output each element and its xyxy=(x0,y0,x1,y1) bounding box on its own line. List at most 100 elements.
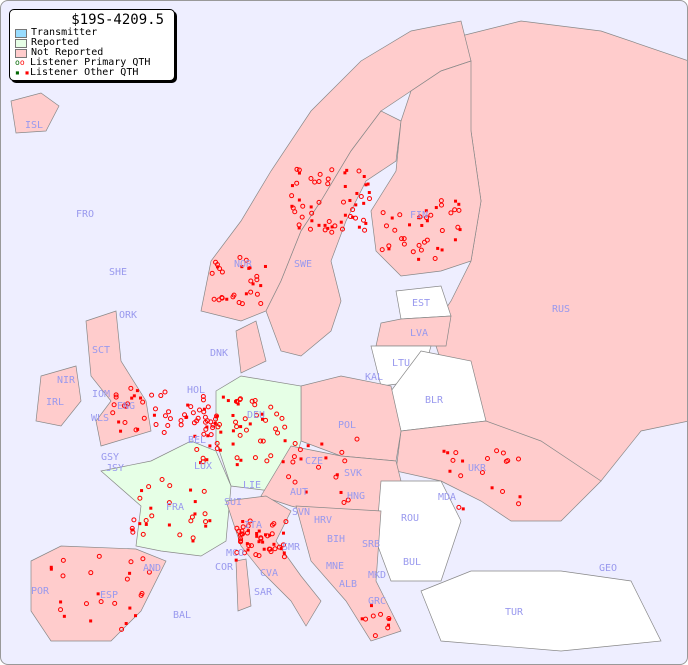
listener-primary-marker xyxy=(256,553,262,559)
listener-primary-marker xyxy=(280,542,286,548)
listener-primary-marker xyxy=(283,519,289,525)
listener-primary-marker xyxy=(213,416,219,422)
listener-primary-marker xyxy=(383,223,389,229)
country-label-lva: LVA xyxy=(410,328,428,339)
listener-other-marker xyxy=(193,512,197,516)
listener-primary-marker xyxy=(401,236,407,242)
country-label-kal: KAL xyxy=(365,372,383,383)
listener-primary-marker xyxy=(286,474,292,480)
country-label-mkd: MKD xyxy=(368,570,386,581)
square-marker-icon: ▪ ▪ xyxy=(15,68,30,77)
listener-other-marker xyxy=(260,412,264,416)
listener-other-marker xyxy=(434,206,438,210)
listener-other-marker xyxy=(343,213,347,217)
listener-other-marker xyxy=(240,265,244,269)
listener-primary-marker xyxy=(216,421,222,427)
country-labels: ISL FRO SHE ORK NOR SWE FIN EST LVA LTU RUS DNK KAL B… xyxy=(25,120,617,621)
listener-primary-marker xyxy=(197,407,203,413)
region-gbr xyxy=(85,310,152,447)
listener-other-marker xyxy=(239,425,243,429)
listener-primary-marker xyxy=(162,389,168,395)
listener-primary-marker xyxy=(213,259,219,265)
reported-swatch xyxy=(15,38,27,48)
listener-primary-marker xyxy=(456,504,462,510)
listener-primary-marker xyxy=(272,546,278,552)
listener-other-marker xyxy=(96,592,100,596)
listener-primary-marker xyxy=(112,600,118,606)
listener-other-marker xyxy=(440,248,444,252)
listener-primary-marker xyxy=(58,607,64,613)
listener-primary-marker xyxy=(182,412,188,418)
legend-primary: oo Listener Primary QTH xyxy=(10,58,174,68)
listener-other-marker xyxy=(231,429,235,433)
listener-primary-marker xyxy=(209,270,215,276)
listener-primary-marker xyxy=(505,458,511,464)
country-label-svn: SVN xyxy=(292,507,310,518)
listener-primary-marker xyxy=(211,296,217,302)
listener-other-marker xyxy=(290,204,294,208)
listener-other-marker xyxy=(149,506,153,510)
listener-primary-marker xyxy=(484,455,490,461)
listener-primary-marker xyxy=(448,210,454,216)
region-ukr xyxy=(395,420,602,522)
listener-primary-marker xyxy=(141,415,147,421)
listener-primary-marker xyxy=(279,415,285,421)
listener-primary-marker xyxy=(282,424,288,430)
listener-primary-marker xyxy=(178,418,184,424)
listener-primary-marker xyxy=(290,459,296,465)
listener-other-marker xyxy=(339,490,343,494)
listener-primary-marker xyxy=(372,633,378,639)
listener-primary-marker xyxy=(110,410,116,416)
listener-other-marker xyxy=(354,203,358,207)
listener-primary-marker xyxy=(158,393,164,399)
listener-primary-marker xyxy=(325,176,331,182)
country-label-lux: LUX xyxy=(194,461,212,472)
listener-primary-marker xyxy=(234,525,240,531)
country-label-mda: MDA xyxy=(438,492,456,503)
listener-primary-marker xyxy=(122,420,128,426)
listener-primary-marker xyxy=(479,469,485,475)
listener-other-marker xyxy=(221,395,225,399)
listener-primary-marker xyxy=(201,431,207,437)
region-tur xyxy=(420,570,662,652)
listener-other-marker xyxy=(386,623,390,627)
country-label-wls: WLS xyxy=(91,413,109,424)
listener-primary-marker xyxy=(370,613,376,619)
country-label-mne: MNE xyxy=(326,561,344,572)
listener-other-marker xyxy=(518,495,522,499)
listener-other-marker xyxy=(248,422,252,426)
listener-primary-marker xyxy=(432,255,438,261)
listener-primary-marker xyxy=(264,458,270,464)
listener-primary-marker xyxy=(450,457,456,463)
listener-primary-marker xyxy=(291,454,297,460)
legend-label: Listener Primary QTH xyxy=(30,57,151,68)
listener-other-marker xyxy=(355,191,359,195)
listener-primary-marker xyxy=(140,399,146,405)
listener-other-marker xyxy=(362,201,366,205)
listener-primary-marker xyxy=(333,474,339,480)
country-label-hol: HOL xyxy=(187,385,205,396)
country-label-hng: HNG xyxy=(347,491,365,502)
country-label-swe: SWE xyxy=(294,259,312,270)
listener-other-marker xyxy=(446,451,450,455)
region-balkans xyxy=(295,505,402,642)
listener-other-marker xyxy=(330,225,334,229)
listener-other-marker xyxy=(364,183,368,187)
listener-primary-marker xyxy=(234,455,240,461)
listener-other-marker xyxy=(191,539,195,543)
listener-other-marker xyxy=(297,226,301,230)
listener-other-marker xyxy=(132,394,136,398)
listener-other-marker xyxy=(442,449,446,453)
listener-primary-marker xyxy=(252,402,258,408)
listener-primary-marker xyxy=(111,402,117,408)
country-label-smr: SMR xyxy=(282,542,301,553)
listener-other-marker xyxy=(257,540,261,544)
listener-primary-marker xyxy=(249,398,255,404)
listener-primary-marker xyxy=(258,300,264,306)
listener-other-marker xyxy=(408,223,412,227)
listener-primary-marker xyxy=(292,441,298,447)
listener-primary-marker xyxy=(299,214,305,220)
listener-other-marker xyxy=(140,489,144,493)
listener-primary-marker xyxy=(341,499,347,505)
listener-other-marker xyxy=(425,219,429,223)
